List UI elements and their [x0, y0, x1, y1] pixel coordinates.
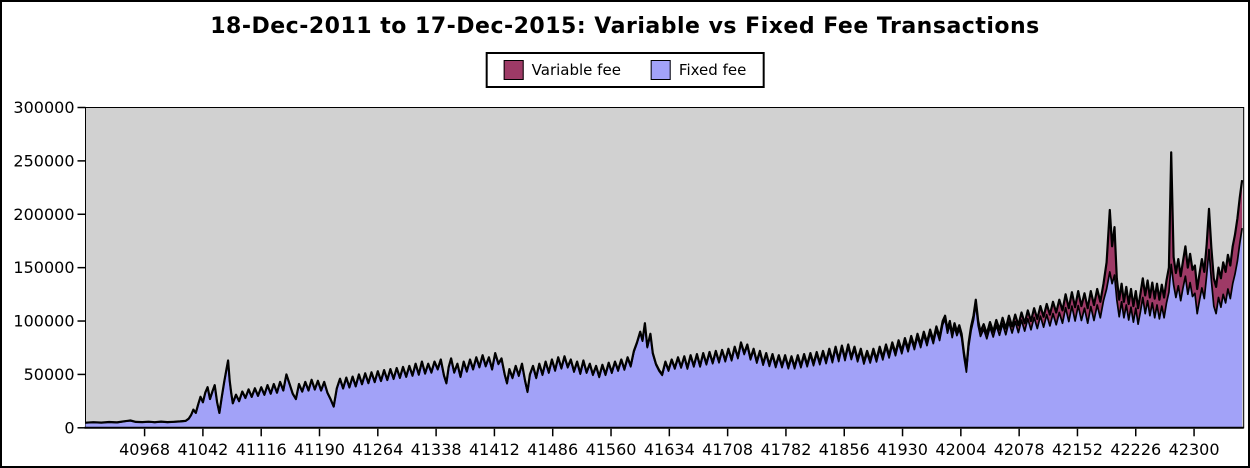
- chart-title: 18-Dec-2011 to 17-Dec-2015: Variable vs …: [210, 14, 1040, 39]
- legend-box: Variable fee Fixed fee: [485, 52, 765, 88]
- legend-label-fixed-fee: Fixed fee: [678, 61, 747, 79]
- x-axis-tick-label: 41412: [469, 440, 520, 459]
- y-axis-tick-label: 300000: [13, 98, 74, 117]
- y-axis-tick-label: 0: [64, 418, 74, 437]
- y-axis-tick-label: 100000: [13, 312, 74, 331]
- x-axis-tick-label: 41042: [177, 440, 228, 459]
- variable-fee-swatch-icon: [503, 60, 524, 80]
- x-axis-tick-label: 41190: [294, 440, 345, 459]
- x-axis-tick-label: 41264: [352, 440, 403, 459]
- x-axis-tick-label: 41560: [586, 440, 637, 459]
- y-axis-tick-label: 150000: [13, 258, 74, 277]
- x-axis-tick-label: 42152: [1052, 440, 1103, 459]
- x-axis-tick-label: 41930: [877, 440, 928, 459]
- x-axis-tick-label: 42004: [935, 440, 986, 459]
- y-axis-tick-label: 50000: [24, 365, 75, 384]
- x-axis-tick-label: 41338: [411, 440, 462, 459]
- legend-item-fixed-fee: Fixed fee: [650, 60, 747, 80]
- x-axis-tick-label: 41856: [819, 440, 870, 459]
- x-axis-tick-label: 41634: [644, 440, 695, 459]
- x-axis-tick-label: 41782: [760, 440, 811, 459]
- x-axis-tick-label: 41116: [236, 440, 287, 459]
- y-axis-tick-label: 200000: [13, 205, 74, 224]
- x-axis-tick-label: 42300: [1169, 440, 1220, 459]
- total-outline: [85, 151, 1244, 424]
- x-axis-tick-label: 42226: [1110, 440, 1161, 459]
- legend-item-variable-fee: Variable fee: [503, 60, 621, 80]
- x-axis-tick-label: 40968: [119, 440, 170, 459]
- x-axis-tick-label: 41486: [527, 440, 578, 459]
- fixed-fee-swatch-icon: [650, 60, 671, 80]
- x-axis-tick-label: 41708: [702, 440, 753, 459]
- x-axis-tick-label: 42078: [994, 440, 1045, 459]
- legend-label-variable-fee: Variable fee: [531, 61, 621, 79]
- y-axis-tick-label: 250000: [13, 151, 74, 170]
- fixed-fee-area: [85, 228, 1243, 428]
